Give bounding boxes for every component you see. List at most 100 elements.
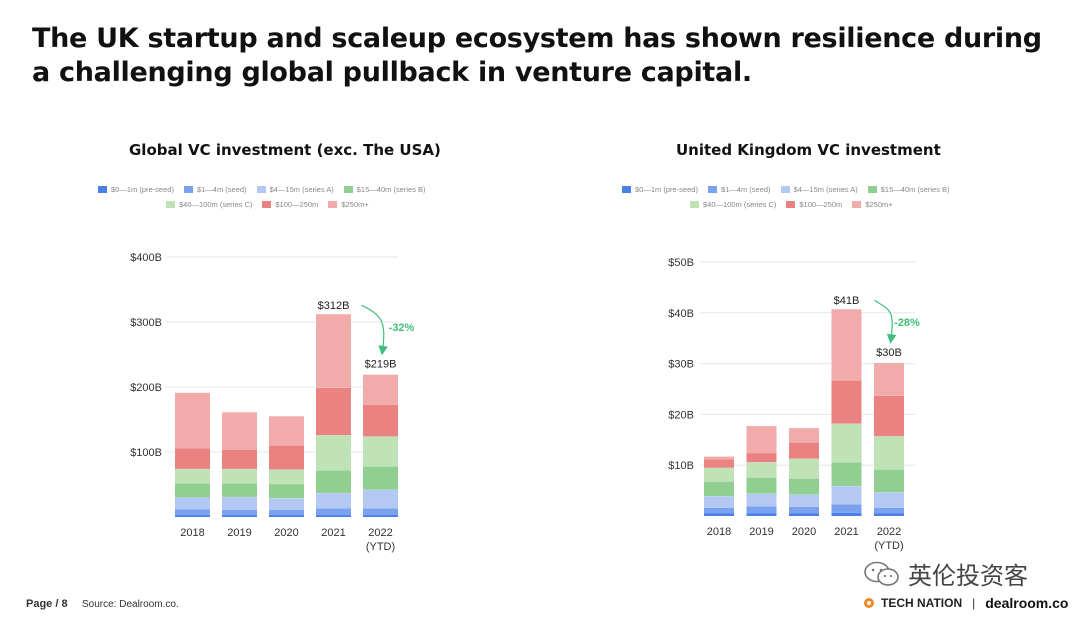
global-bar-segment — [222, 509, 257, 516]
uk-bar-segment — [746, 513, 777, 516]
global-legend-swatch — [166, 201, 175, 208]
uk-bar-segment — [704, 456, 734, 460]
page-headline: The UK startup and scaleup ecosystem has… — [32, 23, 1042, 88]
global-bar-segment — [175, 509, 210, 516]
uk-bar-segment — [874, 436, 904, 470]
uk-legend-label: $1—4m (seed) — [720, 185, 771, 194]
uk-y-tick-label: $10B — [668, 460, 694, 472]
uk-x-tick-label: 2019 — [749, 526, 773, 538]
global-change-label: -32% — [389, 322, 415, 334]
global-bar-segment — [175, 515, 210, 517]
uk-x-tick-label: 2020 — [792, 526, 816, 538]
global-change-arrow — [361, 304, 388, 356]
global-bar-segment — [363, 508, 398, 516]
global-bar-segment — [316, 387, 351, 436]
global-bar-segment — [222, 515, 257, 517]
uk-legend-swatch — [852, 201, 862, 208]
global-legend-label: $0—1m (pre-seed) — [111, 185, 174, 194]
brand-logos: TECH NATION | dealroom.co — [862, 595, 1068, 611]
uk-legend-item: $4—15m (series A) — [780, 185, 858, 194]
uk-current-value-label: $30B — [876, 347, 902, 359]
global-y-tick-label: $300B — [130, 317, 162, 329]
uk-y-tick-label: $20B — [668, 409, 694, 421]
uk-legend-label: $250m+ — [865, 200, 893, 209]
tech-nation-text: TECH NATION — [881, 596, 963, 610]
global-legend-label: $40—100m (series C) — [179, 200, 253, 209]
uk-bar-segment — [746, 453, 777, 463]
uk-bar-segment — [831, 380, 862, 424]
uk-legend-swatch — [780, 186, 790, 193]
uk-legend-label: $100—250m — [799, 200, 843, 209]
global-bar-segment — [222, 412, 257, 450]
global-chart: $100B $200B $300B $400B 2018 2019 2020 2021 2022… — [130, 252, 414, 553]
uk-bar-segment — [874, 363, 904, 396]
global-peak-value-label: $312B — [318, 300, 350, 312]
global-bar-segment — [316, 470, 351, 493]
uk-peak-value-label: $41B — [834, 295, 860, 307]
global-legend-item: $4—15m (series A) — [256, 185, 334, 194]
uk-legend-swatch — [707, 186, 717, 193]
uk-change-label: -28% — [894, 317, 920, 329]
uk-y-tick-label: $30B — [668, 359, 694, 371]
global-legend-label: $4—15m (series A) — [269, 185, 334, 194]
uk-bar-segment — [831, 309, 862, 381]
uk-chart: $10B $20B $30B $40B $50B 2018 2019 2020 2021 2022… — [668, 257, 920, 552]
uk-chart-legend: $0—1m (pre-seed) $1—4m (seed) $4—15m (seri… — [622, 182, 950, 212]
global-bar-segment — [316, 435, 351, 471]
global-legend-swatch — [98, 186, 107, 193]
uk-bar-segment — [704, 481, 734, 497]
global-bar-segment — [269, 445, 304, 470]
uk-bar-segment — [789, 458, 819, 479]
uk-bar-segment — [789, 506, 819, 514]
uk-x-tick-label: 2022 (YTD) — [874, 526, 903, 552]
global-x-tick-label: 2021 — [321, 527, 345, 539]
uk-legend-item: $40—100m (series C) — [690, 200, 776, 209]
uk-bar-segment — [746, 477, 777, 494]
uk-bar-segment — [704, 507, 734, 514]
global-legend-label: $15—40m (series B) — [356, 185, 426, 194]
uk-bar-segment — [746, 462, 777, 478]
uk-y-tick-label: $50B — [668, 257, 694, 269]
global-legend-label: $100—250m — [275, 200, 319, 209]
wechat-icon — [864, 561, 899, 586]
uk-legend-swatch — [867, 186, 877, 193]
global-bar-segment — [363, 466, 398, 490]
tech-nation-sun-icon — [864, 598, 874, 608]
global-bar-segment — [316, 508, 351, 516]
uk-legend-label: $4—15m (series A) — [793, 185, 858, 194]
uk-bar-segment — [831, 512, 862, 516]
global-y-tick-label: $100B — [130, 447, 162, 459]
uk-bar-segment — [704, 467, 734, 482]
global-legend-swatch — [343, 186, 353, 193]
uk-legend-swatch — [622, 186, 631, 193]
brand-separator: | — [972, 596, 976, 610]
uk-bar-segment — [831, 423, 862, 463]
global-legend-label: $250m+ — [341, 200, 369, 209]
global-x-tick-label: 2018 — [180, 527, 204, 539]
global-legend-swatch — [262, 201, 272, 208]
global-legend-item: $0—1m (pre-seed) — [98, 185, 174, 194]
global-bar-segment — [363, 489, 398, 509]
uk-bar-segment — [746, 426, 777, 454]
global-legend-item: $1—4m (seed) — [183, 185, 247, 194]
global-legend-swatch — [328, 201, 338, 208]
uk-bar-segment — [831, 504, 862, 513]
uk-bar-segment — [704, 496, 734, 508]
global-current-value-label: $219B — [365, 359, 397, 371]
uk-legend-label: $15—40m (series B) — [880, 185, 950, 194]
global-y-tick-label: $200B — [130, 382, 162, 394]
uk-legend-item: $15—40m (series B) — [867, 185, 950, 194]
uk-bar-segment — [874, 507, 904, 514]
uk-legend-label: $0—1m (pre-seed) — [635, 185, 698, 194]
global-chart-title: Global VC investment (exc. The USA) — [129, 141, 441, 159]
global-legend-swatch — [256, 186, 266, 193]
global-x-tick-label: 2020 — [274, 527, 298, 539]
global-bar-segment — [222, 449, 257, 469]
global-legend-item: $250m+ — [328, 200, 369, 209]
uk-bar-segment — [874, 513, 904, 516]
uk-legend-label: $40—100m (series C) — [703, 200, 777, 209]
uk-legend-item: $0—1m (pre-seed) — [622, 185, 698, 194]
global-bar-segment — [175, 483, 210, 498]
global-bar-segment — [222, 483, 257, 497]
